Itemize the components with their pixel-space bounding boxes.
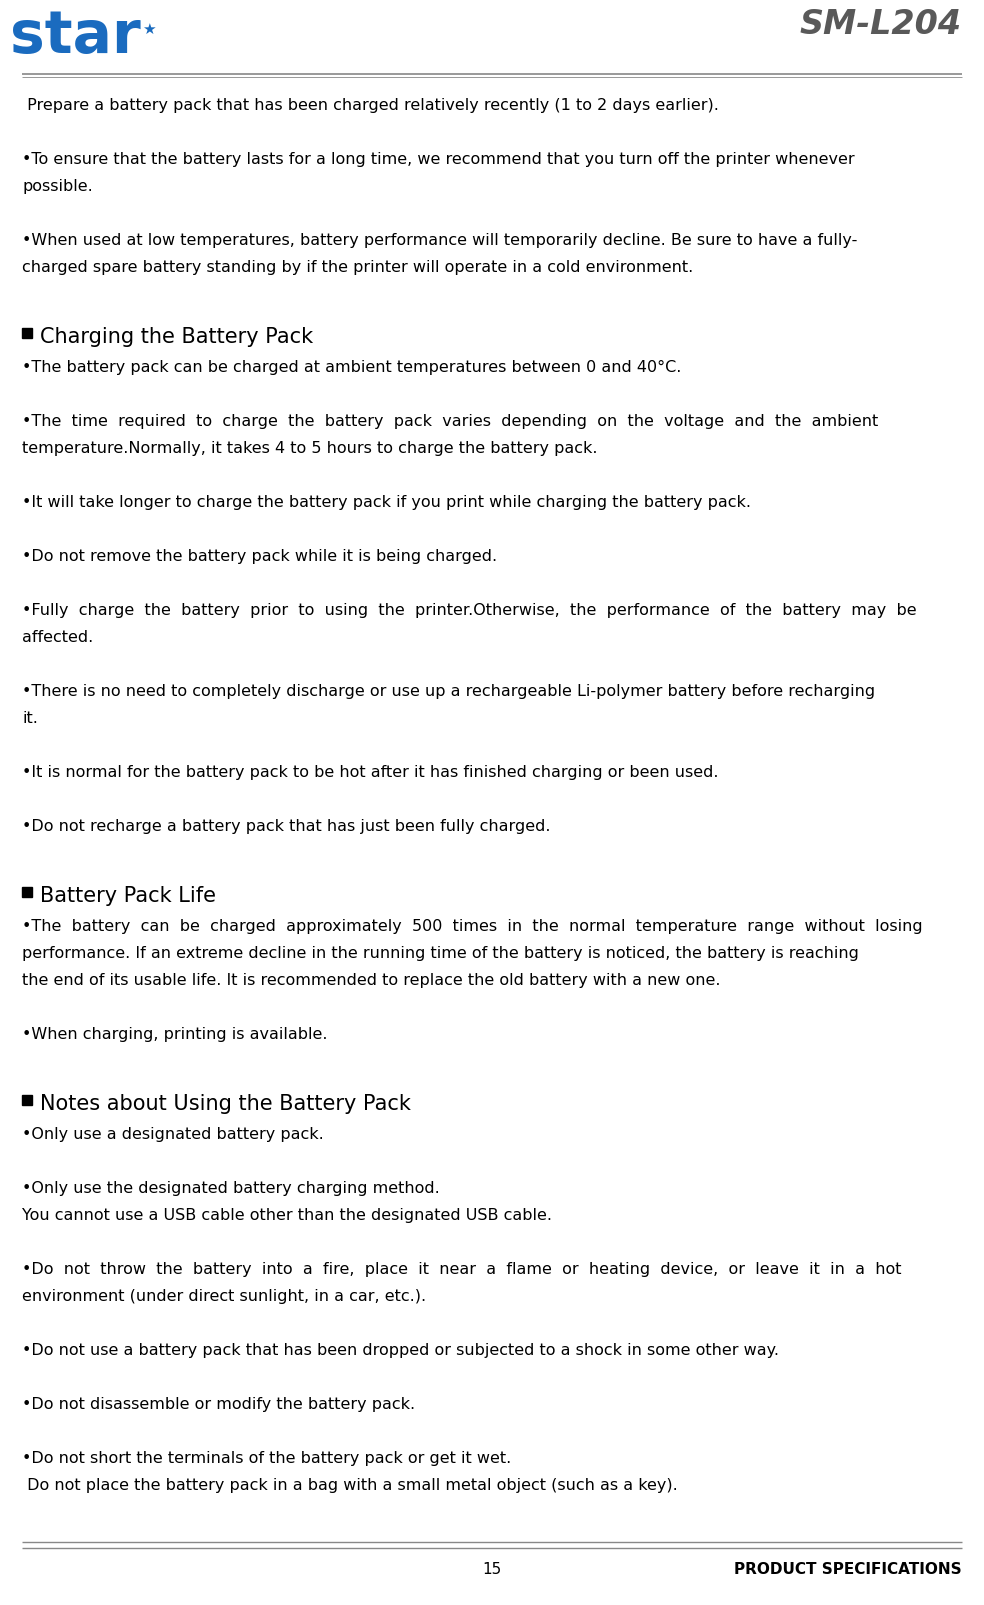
- Text: PRODUCT SPECIFICATIONS: PRODUCT SPECIFICATIONS: [734, 1562, 962, 1576]
- Text: star: star: [9, 8, 140, 64]
- Text: •Only use a designated battery pack.: •Only use a designated battery pack.: [22, 1127, 324, 1141]
- Text: •When charging, printing is available.: •When charging, printing is available.: [22, 1026, 328, 1042]
- Text: •There is no need to completely discharge or use up a rechargeable Li-polymer ba: •There is no need to completely discharg…: [22, 684, 875, 698]
- Text: 15: 15: [482, 1562, 502, 1576]
- Bar: [22, 888, 32, 897]
- Text: Notes about Using the Battery Pack: Notes about Using the Battery Pack: [40, 1093, 411, 1114]
- Text: Battery Pack Life: Battery Pack Life: [40, 886, 216, 905]
- Text: star: star: [10, 8, 141, 64]
- Text: •It is normal for the battery pack to be hot after it has finished charging or b: •It is normal for the battery pack to be…: [22, 764, 718, 780]
- Text: star: star: [11, 8, 142, 64]
- Text: Charging the Battery Pack: Charging the Battery Pack: [40, 327, 313, 347]
- Text: •Do not remove the battery pack while it is being charged.: •Do not remove the battery pack while it…: [22, 549, 497, 563]
- Text: •Fully  charge  the  battery  prior  to  using  the  printer.Otherwise,  the  pe: •Fully charge the battery prior to using…: [22, 602, 917, 618]
- Text: SM-L204: SM-L204: [800, 8, 962, 42]
- Text: ★: ★: [142, 22, 155, 37]
- Text: Do not place the battery pack in a bag with a small metal object (such as a key): Do not place the battery pack in a bag w…: [22, 1477, 678, 1493]
- Text: affected.: affected.: [22, 629, 93, 645]
- Text: Prepare a battery pack that has been charged relatively recently (1 to 2 days ea: Prepare a battery pack that has been cha…: [22, 98, 719, 112]
- Text: possible.: possible.: [22, 178, 92, 194]
- Text: performance. If an extreme decline in the running time of the battery is noticed: performance. If an extreme decline in th…: [22, 945, 859, 960]
- Text: charged spare battery standing by if the printer will operate in a cold environm: charged spare battery standing by if the…: [22, 260, 694, 274]
- Text: •The  battery  can  be  charged  approximately  500  times  in  the  normal  tem: •The battery can be charged approximatel…: [22, 918, 923, 934]
- Text: •Do not short the terminals of the battery pack or get it wet.: •Do not short the terminals of the batte…: [22, 1449, 512, 1465]
- Bar: [22, 329, 32, 339]
- Text: •To ensure that the battery lasts for a long time, we recommend that you turn of: •To ensure that the battery lasts for a …: [22, 152, 855, 167]
- Text: star: star: [10, 10, 141, 66]
- Text: it.: it.: [22, 711, 37, 725]
- Text: •Do not recharge a battery pack that has just been fully charged.: •Do not recharge a battery pack that has…: [22, 819, 550, 833]
- Text: •When used at low temperatures, battery performance will temporarily decline. Be: •When used at low temperatures, battery …: [22, 233, 857, 247]
- Text: •The  time  required  to  charge  the  battery  pack  varies  depending  on  the: •The time required to charge the battery…: [22, 414, 879, 429]
- Text: environment (under direct sunlight, in a car, etc.).: environment (under direct sunlight, in a…: [22, 1289, 426, 1303]
- Text: •Do  not  throw  the  battery  into  a  fire,  place  it  near  a  flame  or  he: •Do not throw the battery into a fire, p…: [22, 1262, 901, 1276]
- Text: •It will take longer to charge the battery pack if you print while charging the : •It will take longer to charge the batte…: [22, 494, 751, 510]
- Text: •Only use the designated battery charging method.: •Only use the designated battery chargin…: [22, 1180, 440, 1196]
- Text: the end of its usable life. It is recommended to replace the old battery with a : the end of its usable life. It is recomm…: [22, 973, 720, 987]
- Text: temperature.Normally, it takes 4 to 5 hours to charge the battery pack.: temperature.Normally, it takes 4 to 5 ho…: [22, 441, 597, 456]
- Text: •Do not disassemble or modify the battery pack.: •Do not disassemble or modify the batter…: [22, 1396, 415, 1411]
- Text: You cannot use a USB cable other than the designated USB cable.: You cannot use a USB cable other than th…: [22, 1207, 552, 1223]
- Text: •The battery pack can be charged at ambient temperatures between 0 and 40°C.: •The battery pack can be charged at ambi…: [22, 360, 681, 376]
- Text: star: star: [10, 6, 141, 64]
- Bar: [22, 1095, 32, 1106]
- Text: •Do not use a battery pack that has been dropped or subjected to a shock in some: •Do not use a battery pack that has been…: [22, 1342, 779, 1358]
